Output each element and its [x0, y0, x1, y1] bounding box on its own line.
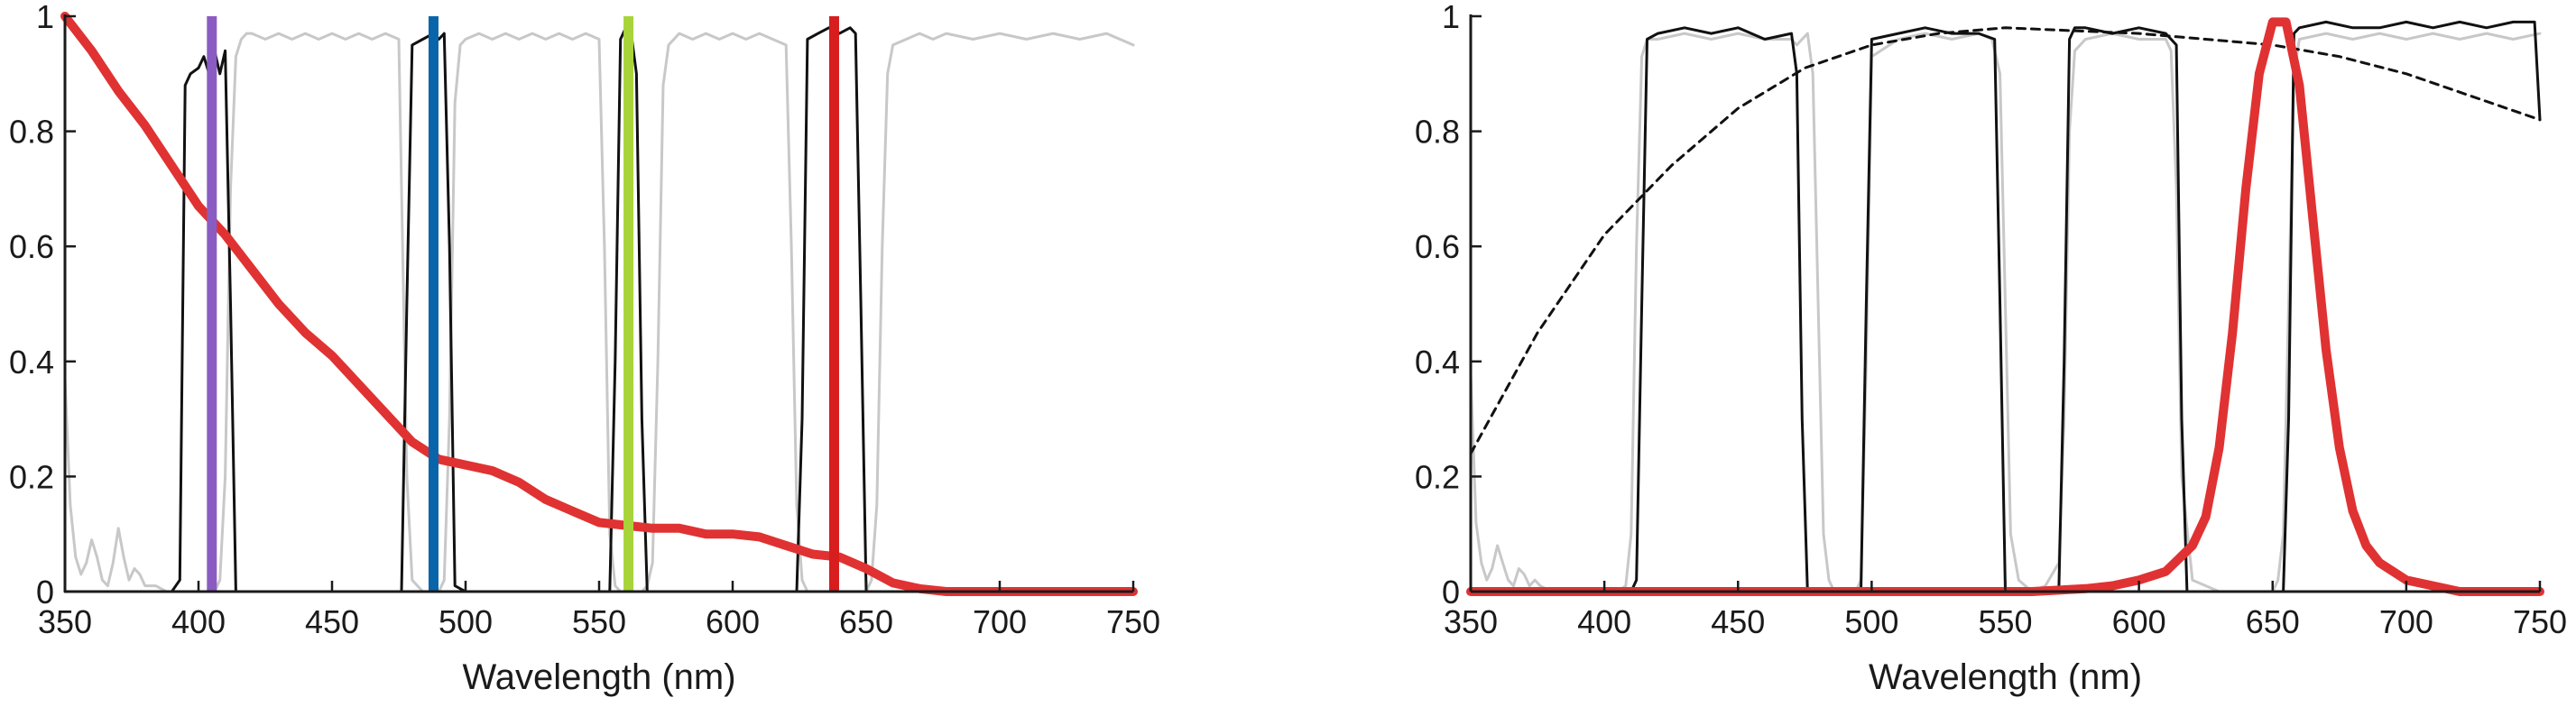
chart-1-y-tick-label: 1 — [36, 0, 54, 35]
chart-1-y-tick-label: 0.8 — [9, 114, 54, 151]
chart-2-y-tick-label: 0.8 — [1415, 114, 1460, 151]
chart-1-y-tick-label: 0.2 — [9, 458, 54, 495]
chart-1-x-axis-title: Wavelength (nm) — [462, 657, 735, 697]
chart-2-y-tick-label: 0.6 — [1415, 228, 1460, 265]
chart-1-x-tick-label: 750 — [1106, 603, 1160, 640]
chart-2-x-tick-label: 750 — [2513, 603, 2567, 640]
chart-2-series-red-thick-line — [1466, 17, 2544, 596]
chart-1-series-gray-thin-line — [63, 32, 1135, 593]
chart-1-x-tick-label: 550 — [572, 603, 626, 640]
chart-2-x-tick-label: 650 — [2246, 603, 2300, 640]
chart-2-y-tick-label: 0 — [1442, 574, 1460, 611]
chart-2-x-tick-label: 500 — [1844, 603, 1898, 640]
chart-1-y-tick-label: 0.6 — [9, 228, 54, 265]
chart-2-x-tick-label: 400 — [1577, 603, 1631, 640]
chart-1-series-black-thin-line — [63, 26, 1135, 593]
chart-2-x-tick-label: 700 — [2379, 603, 2433, 640]
chart-1-y-tick-label: 0 — [36, 574, 54, 611]
chart-2-x-axis-title: Wavelength (nm) — [1869, 657, 2142, 697]
chart-2-x-tick-label: 450 — [1711, 603, 1765, 640]
chart-1-y-tick-label: 0.4 — [9, 344, 54, 381]
chart-1-x-tick-label: 350 — [38, 603, 92, 640]
chart-2-x-tick-label: 550 — [1978, 603, 2032, 640]
chart-2-y-tick-label: 1 — [1442, 0, 1460, 35]
chart-1-x-tick-label: 400 — [171, 603, 226, 640]
chart-1-series-red-thick-line — [60, 12, 1138, 596]
chart-1-panel: 350 400 450 500 550 600 650 700 750 0 0.2 0.4 0.6 0.8… — [9, 0, 1160, 697]
chart-2-panel: 350 400 450 500 550 600 650 700 750 0 0.2 0.4 0.6 0.8… — [1415, 0, 2567, 697]
chart-2-series-gray-thin-line — [1469, 32, 2542, 593]
chart-2-series-black-dashed-line — [1469, 26, 2542, 455]
chart-1-x-tick-label: 650 — [839, 603, 893, 640]
chart-2-x-tick-label: 600 — [2112, 603, 2166, 640]
chart-1-x-tick-label: 600 — [706, 603, 760, 640]
chart-2-y-tick-label: 0.4 — [1415, 344, 1460, 381]
chart-2-x-tick-label: 350 — [1444, 603, 1498, 640]
chart-2-y-tick-label: 0.2 — [1415, 458, 1460, 495]
chart-1-x-tick-label: 700 — [973, 603, 1027, 640]
chart-1-x-tick-label: 450 — [305, 603, 359, 640]
chart-1-x-tick-label: 500 — [439, 603, 493, 640]
